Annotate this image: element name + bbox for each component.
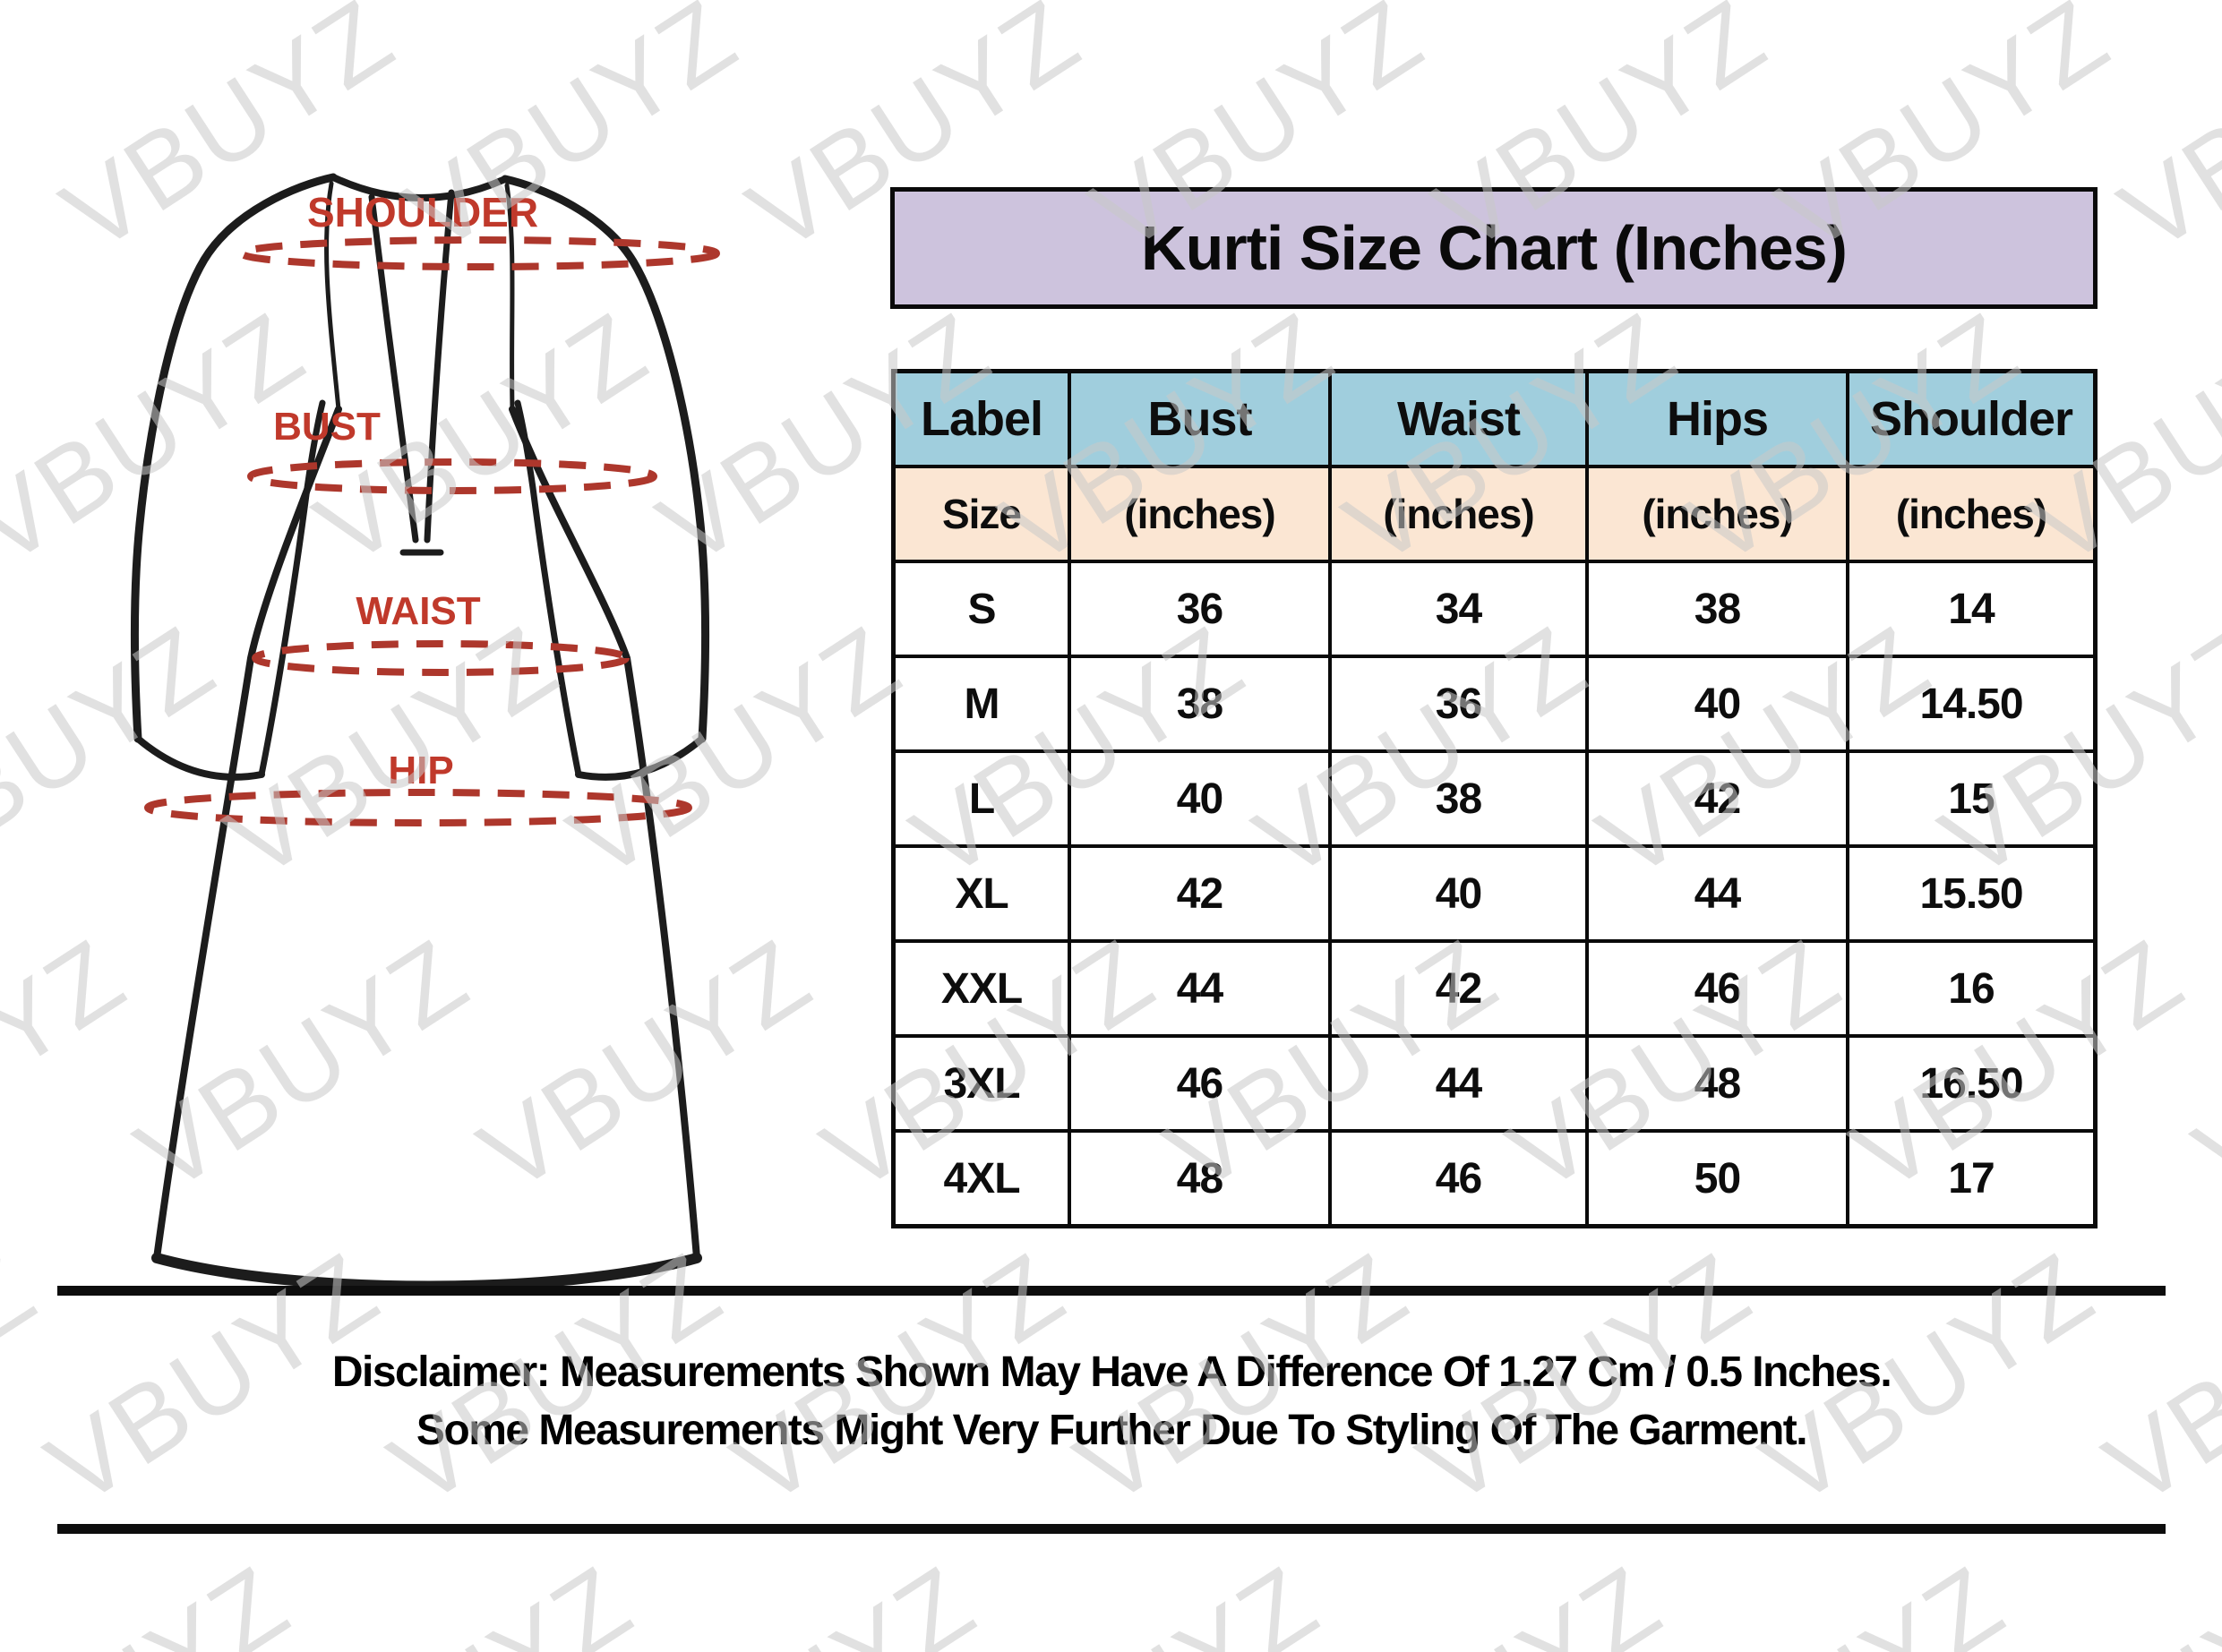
measurement-cell: 17 xyxy=(1849,1133,2093,1224)
measurement-cell: 16 xyxy=(1849,943,2093,1034)
hip-measure-line xyxy=(144,789,692,826)
measurement-cell: 50 xyxy=(1589,1133,1846,1224)
column-header-shoulder: Shoulder xyxy=(1849,373,2093,465)
hip-label: HIP xyxy=(388,749,453,792)
size-cell: XXL xyxy=(896,943,1068,1034)
measurement-cell: 14 xyxy=(1849,563,2093,655)
measurement-cell: 46 xyxy=(1332,1133,1585,1224)
subheader-inches: (inches) xyxy=(1589,468,1846,560)
measurement-cell: 15 xyxy=(1849,753,2093,844)
chart-title: Kurti Size Chart (Inches) xyxy=(1141,213,1848,283)
measurement-cell: 16.50 xyxy=(1849,1038,2093,1129)
subheader-inches: (inches) xyxy=(1849,468,2093,560)
vbuyz-watermark: VBUYZ xyxy=(623,1542,997,1652)
size-cell: L xyxy=(896,753,1068,844)
measurement-cell: 38 xyxy=(1589,563,1846,655)
measurement-cell: 15.50 xyxy=(1849,848,2093,939)
measurement-cell: 40 xyxy=(1071,753,1328,844)
column-header-label: Label xyxy=(896,373,1068,465)
vbuyz-watermark: VBUYZ xyxy=(0,1542,310,1652)
disclaimer-text: Disclaimer: Measurements Shown May Have … xyxy=(57,1343,2166,1459)
chart-title-banner: Kurti Size Chart (Inches) xyxy=(890,187,2098,309)
size-chart-table: Label Bust Waist Hips Shoulder Size (inc… xyxy=(891,369,2098,1228)
size-cell: 4XL xyxy=(896,1133,1068,1224)
measurement-cell: 38 xyxy=(1332,753,1585,844)
subheader-inches: (inches) xyxy=(1071,468,1328,560)
kurti-line-drawing: SHOULDER BUST WAIST HIP xyxy=(131,173,720,1292)
size-cell: S xyxy=(896,563,1068,655)
waist-label: WAIST xyxy=(356,589,480,633)
measurement-cell: 40 xyxy=(1332,848,1585,939)
column-header-bust: Bust xyxy=(1071,373,1328,465)
vbuyz-watermark: VBUYZ xyxy=(0,1229,56,1528)
subheader-inches: (inches) xyxy=(1332,468,1585,560)
size-cell: 3XL xyxy=(896,1038,1068,1129)
disclaimer-line-1: Disclaimer: Measurements Shown May Have … xyxy=(331,1348,1892,1396)
measurement-cell: 44 xyxy=(1071,943,1328,1034)
measurement-cell: 34 xyxy=(1332,563,1585,655)
measurement-cell: 38 xyxy=(1071,658,1328,749)
vbuyz-watermark: VBUYZ xyxy=(1309,1542,1683,1652)
measurement-cell: 48 xyxy=(1589,1038,1846,1129)
vbuyz-watermark: VBUYZ xyxy=(280,1542,654,1652)
waist-measure-line xyxy=(252,640,630,676)
size-cell: M xyxy=(896,658,1068,749)
vbuyz-watermark: VBUYZ xyxy=(2100,0,2222,275)
divider-top-rule xyxy=(57,1286,2166,1296)
vbuyz-watermark: VBUYZ xyxy=(966,1542,1340,1652)
measurement-cell: 42 xyxy=(1332,943,1585,1034)
measurement-cell: 44 xyxy=(1589,848,1846,939)
measurement-cell: 36 xyxy=(1332,658,1585,749)
bust-measure-line xyxy=(247,458,657,494)
measurement-cell: 40 xyxy=(1589,658,1846,749)
measurement-cell: 44 xyxy=(1332,1038,1585,1129)
measurement-cell: 14.50 xyxy=(1849,658,2093,749)
measurement-cell: 46 xyxy=(1589,943,1846,1034)
measurement-cell: 42 xyxy=(1071,848,1328,939)
bust-label: BUST xyxy=(273,405,381,449)
column-header-hips: Hips xyxy=(1589,373,1846,465)
shoulder-measure-line xyxy=(238,236,720,270)
measurement-cell: 46 xyxy=(1071,1038,1328,1129)
subheader-size: Size xyxy=(896,468,1068,560)
vbuyz-watermark: VBUYZ xyxy=(1652,1542,2026,1652)
column-header-waist: Waist xyxy=(1332,373,1585,465)
measurement-cell: 42 xyxy=(1589,753,1846,844)
vbuyz-watermark: VBUYZ xyxy=(1995,1542,2222,1652)
shoulder-label: SHOULDER xyxy=(307,189,538,235)
measurement-cell: 36 xyxy=(1071,563,1328,655)
vbuyz-watermark: VBUYZ xyxy=(2175,916,2222,1215)
size-cell: XL xyxy=(896,848,1068,939)
disclaimer-line-2: Some Measurements Might Very Further Due… xyxy=(416,1407,1808,1454)
measurement-cell: 48 xyxy=(1071,1133,1328,1224)
divider-bottom-rule xyxy=(57,1524,2166,1534)
kurti-measurement-diagram: SHOULDER BUST WAIST HIP xyxy=(116,148,734,1294)
